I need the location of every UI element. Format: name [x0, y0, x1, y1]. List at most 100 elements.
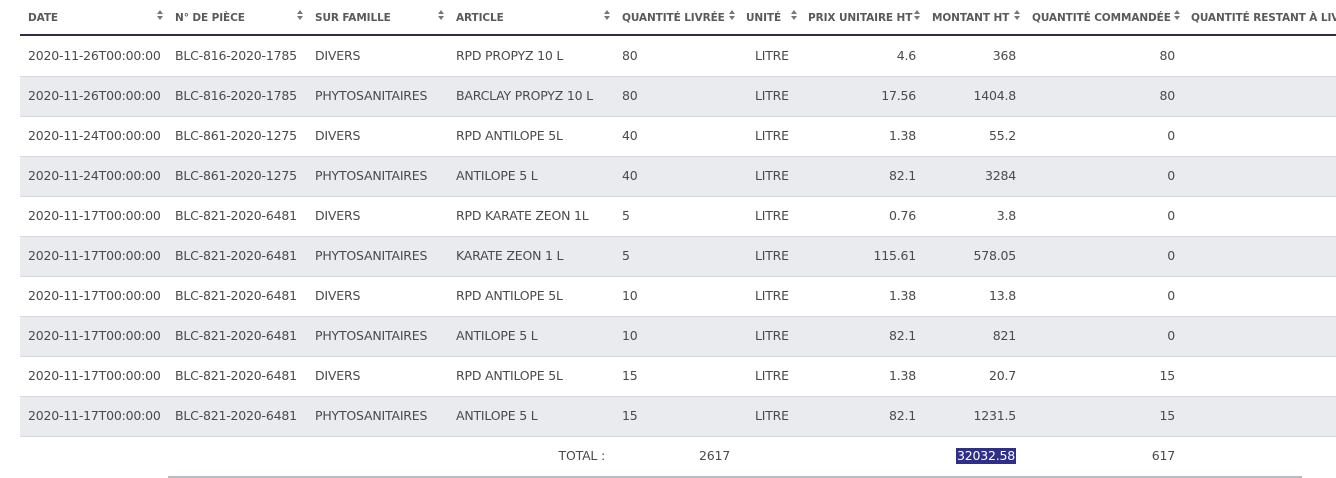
- table-cell: RPD ANTILOPE 5L: [456, 288, 563, 303]
- table-row: [20, 37, 1336, 77]
- total-label: TOTAL :: [558, 448, 606, 463]
- table-cell: BLC-821-2020-6481: [175, 248, 297, 263]
- sort-icon[interactable]: [1174, 10, 1180, 20]
- column-header[interactable]: SUR FAMILLE: [315, 12, 391, 24]
- table-cell: PHYTOSANITAIRES: [315, 88, 428, 103]
- table-cell: LITRE: [755, 408, 789, 423]
- table-cell: 0.76: [888, 208, 916, 223]
- table-cell: KARATE ZEON 1 L: [456, 248, 564, 263]
- column-header[interactable]: ARTICLE: [456, 12, 504, 24]
- column-header[interactable]: MONTANT HT: [932, 12, 1010, 24]
- table-cell: 1.38: [888, 128, 916, 143]
- total-quantity-delivered: 2617: [698, 448, 730, 463]
- table-cell: BLC-821-2020-6481: [175, 408, 297, 423]
- table-cell: 17.56: [881, 88, 916, 103]
- sort-icon[interactable]: [791, 10, 797, 20]
- table-cell: RPD ANTILOPE 5L: [456, 128, 563, 143]
- table-cell: 80: [622, 88, 638, 103]
- table-cell: LITRE: [755, 128, 789, 143]
- table-cell: 578.05: [973, 248, 1016, 263]
- table-cell: BLC-816-2020-1785: [175, 48, 297, 63]
- table-cell: ANTILOPE 5 L: [456, 328, 538, 343]
- table-cell: BLC-821-2020-6481: [175, 208, 297, 223]
- column-header[interactable]: UNITÉ: [746, 12, 782, 24]
- table-cell: 2020-11-24T00:00:00: [28, 168, 161, 183]
- sort-icon[interactable]: [729, 10, 735, 20]
- table-row: [20, 197, 1336, 237]
- table-cell: BLC-861-2020-1275: [175, 168, 297, 183]
- table-cell: DIVERS: [315, 288, 361, 303]
- table-cell: 368: [992, 48, 1016, 63]
- table-cell: BARCLAY PROPYZ 10 L: [456, 88, 593, 103]
- table-cell: 3284: [984, 168, 1016, 183]
- table-cell: BLC-861-2020-1275: [175, 128, 297, 143]
- table-cell: 80: [622, 48, 638, 63]
- table-cell: 5: [622, 208, 630, 223]
- table-cell: 82.1: [888, 328, 916, 343]
- table-cell: DIVERS: [315, 208, 361, 223]
- table-cell: 0: [1167, 128, 1175, 143]
- table-cell: 13.8: [988, 288, 1016, 303]
- table-cell: 0: [1167, 168, 1175, 183]
- table-cell: 40: [622, 128, 638, 143]
- sort-icon[interactable]: [914, 10, 920, 20]
- table-cell: 0: [1167, 248, 1175, 263]
- table-cell: BLC-821-2020-6481: [175, 368, 297, 383]
- table-row: [20, 317, 1336, 357]
- table-cell: RPD KARATE ZEON 1L: [456, 208, 589, 223]
- footer-line: [168, 476, 1302, 478]
- sort-icon[interactable]: [297, 10, 303, 20]
- table-cell: BLC-816-2020-1785: [175, 88, 297, 103]
- table-cell: DIVERS: [315, 128, 361, 143]
- table-row: [20, 237, 1336, 277]
- column-header[interactable]: QUANTITÉ LIVRÉE: [622, 12, 725, 24]
- table-cell: 0: [1167, 288, 1175, 303]
- table-cell: 2020-11-17T00:00:00: [28, 208, 161, 223]
- table-cell: RPD ANTILOPE 5L: [456, 368, 563, 383]
- table-cell: LITRE: [755, 368, 789, 383]
- table-row: [20, 157, 1336, 197]
- column-header[interactable]: QUANTITÉ COMMANDÉE: [1032, 12, 1171, 24]
- table-cell: 15: [1159, 408, 1175, 423]
- table-cell: 4.6: [896, 48, 916, 63]
- column-header[interactable]: PRIX UNITAIRE HT: [808, 12, 913, 24]
- table-cell: 20.7: [988, 368, 1016, 383]
- table-cell: LITRE: [755, 328, 789, 343]
- sort-icon[interactable]: [1014, 10, 1020, 20]
- table-cell: 0: [1167, 328, 1175, 343]
- table-cell: 2020-11-17T00:00:00: [28, 248, 161, 263]
- table-cell: BLC-821-2020-6481: [175, 288, 297, 303]
- table-cell: 15: [622, 408, 638, 423]
- table-cell: 10: [622, 328, 638, 343]
- table-cell: 10: [622, 288, 638, 303]
- table-cell: 15: [622, 368, 638, 383]
- table-cell: 2020-11-17T00:00:00: [28, 408, 161, 423]
- table-row: [20, 77, 1336, 117]
- table-cell: 821: [992, 328, 1016, 343]
- table-cell: 2020-11-24T00:00:00: [28, 128, 161, 143]
- sort-icon[interactable]: [438, 10, 444, 20]
- table-cell: PHYTOSANITAIRES: [315, 328, 428, 343]
- table-cell: DIVERS: [315, 48, 361, 63]
- table-cell: PHYTOSANITAIRES: [315, 248, 428, 263]
- column-header[interactable]: QUANTITÉ RESTANT À LIVRER: [1191, 12, 1336, 24]
- table-cell: 55.2: [988, 128, 1016, 143]
- column-header[interactable]: DATE: [28, 12, 58, 24]
- table-cell: PHYTOSANITAIRES: [315, 408, 428, 423]
- table-cell: ANTILOPE 5 L: [456, 168, 538, 183]
- sort-icon[interactable]: [604, 10, 610, 20]
- table-cell: LITRE: [755, 168, 789, 183]
- table-row: [20, 117, 1336, 157]
- table-cell: BLC-821-2020-6481: [175, 328, 297, 343]
- table-cell: 82.1: [888, 408, 916, 423]
- table-cell: 3.8: [996, 208, 1016, 223]
- table-cell: 1.38: [888, 368, 916, 383]
- sort-icon[interactable]: [157, 10, 163, 20]
- table-row: [20, 357, 1336, 397]
- table-cell: LITRE: [755, 288, 789, 303]
- table-cell: 1231.5: [973, 408, 1016, 423]
- column-header[interactable]: N° DE PIÈCE: [175, 12, 245, 24]
- table-cell: 15: [1159, 368, 1175, 383]
- table-row: [20, 397, 1336, 437]
